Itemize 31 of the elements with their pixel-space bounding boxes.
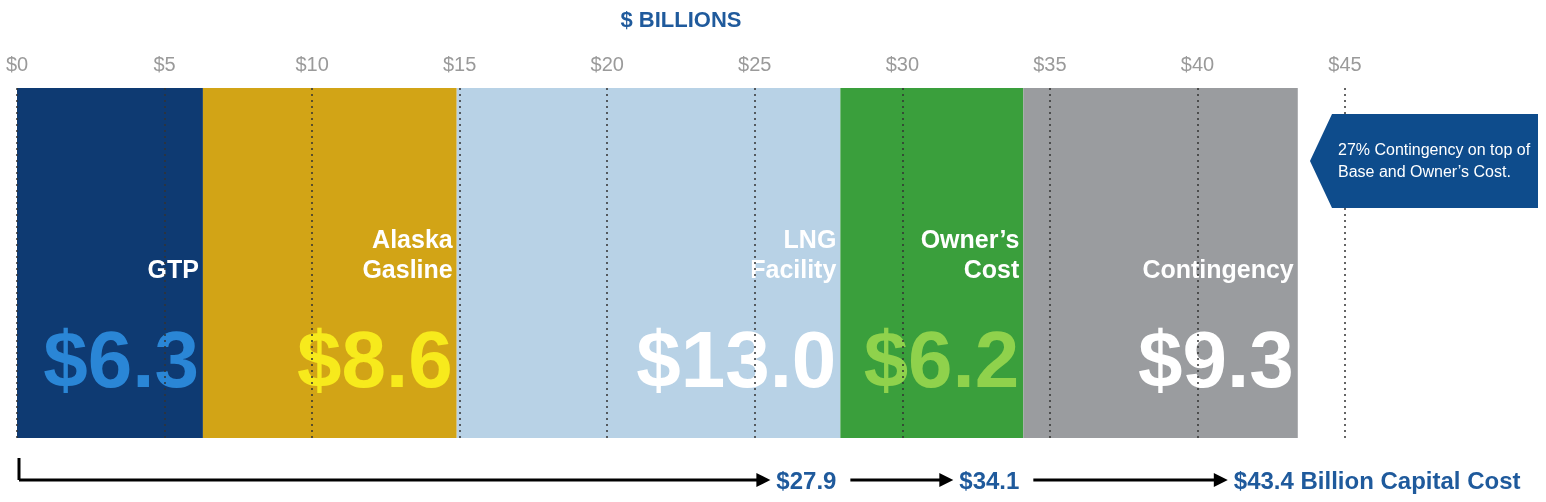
x-tick-label: $5 — [153, 53, 176, 75]
series-label: Contingency — [1142, 255, 1294, 283]
text: $27.9 — [776, 466, 837, 494]
text: $34.1 — [959, 466, 1020, 494]
bar — [17, 88, 203, 438]
x-tick-label: $35 — [1033, 53, 1067, 75]
x-tick-label: $0 — [5, 53, 29, 75]
series-label: LNG Facility — [750, 225, 837, 283]
series-label: Alaska Gasline — [362, 225, 454, 283]
x-tick-label: $45 — [1328, 53, 1362, 75]
data-label: $8.6 — [297, 314, 453, 404]
series-label: Owner’s Cost — [920, 225, 1020, 283]
x-tick-label: $25 — [738, 53, 772, 75]
x-tick-label: $40 — [1180, 53, 1215, 75]
bar — [840, 88, 1024, 438]
bar — [1023, 88, 1298, 438]
callout-box: 27% Contingency on top of Base and Owner’s Cost. — [1310, 114, 1538, 208]
text: $43.4 Billion Capital Cost — [1233, 466, 1521, 494]
data-label: $9.3 — [1138, 314, 1294, 404]
annotation: 27% Contingency on top of Base and Owner’s Cost. — [1338, 140, 1532, 182]
x-tick-label: $10 — [295, 53, 329, 75]
x-tick-label: $15 — [442, 53, 477, 75]
bar — [456, 88, 841, 438]
bar — [202, 88, 457, 438]
data-label: $6.2 — [863, 314, 1020, 404]
x-tick-label: $30 — [885, 53, 920, 75]
x-axis-title: $ BILLIONS — [620, 6, 742, 32]
data-label: $13.0 — [636, 314, 837, 404]
data-label: $6.3 — [43, 314, 199, 404]
x-tick-label: $20 — [590, 53, 624, 75]
series-label: GTP — [147, 255, 199, 283]
